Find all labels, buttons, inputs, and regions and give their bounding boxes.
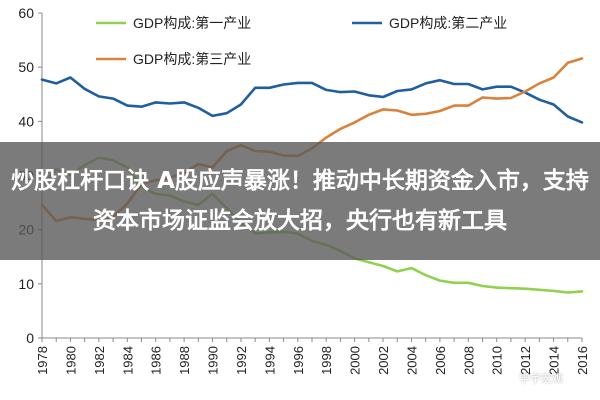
x-tick-label: 2014 bbox=[547, 346, 562, 375]
y-tick-label: 0 bbox=[26, 330, 34, 346]
x-tick-label: 1988 bbox=[177, 346, 192, 375]
x-tick-label: 1986 bbox=[149, 346, 164, 375]
x-tick-label: 2002 bbox=[376, 346, 391, 375]
x-tick-label: 1998 bbox=[319, 346, 334, 375]
x-tick-label: 1994 bbox=[262, 346, 277, 375]
x-tick-label: 2010 bbox=[490, 346, 505, 375]
x-tick-label: 1996 bbox=[291, 346, 306, 375]
y-tick-label: 40 bbox=[18, 113, 34, 129]
x-tick-label: 1978 bbox=[35, 346, 50, 375]
legend-label: GDP构成:第二产业 bbox=[389, 15, 507, 31]
headline-text[interactable]: 炒股杠杆口诀 A股应声暴涨！推动中长期资金入市，支持资本市场证监会放大招，央行也… bbox=[11, 168, 589, 234]
x-tick-label: 2008 bbox=[461, 346, 476, 375]
x-tick-label: 1980 bbox=[63, 346, 78, 375]
x-tick-label: 1990 bbox=[206, 346, 221, 375]
x-tick-label: 1992 bbox=[234, 346, 249, 375]
headline-banner[interactable]: 炒股杠杆口诀 A股应声暴涨！推动中长期资金入市，支持资本市场证监会放大招，央行也… bbox=[0, 142, 600, 260]
x-tick-label: 1984 bbox=[120, 346, 135, 375]
y-tick-label: 50 bbox=[18, 59, 34, 75]
y-tick-label: 10 bbox=[18, 276, 34, 292]
x-tick-label: 2000 bbox=[348, 346, 363, 375]
x-tick-label: 2006 bbox=[433, 346, 448, 375]
x-tick-label: 2016 bbox=[575, 346, 590, 375]
legend-label: GDP构成:第一产业 bbox=[133, 15, 251, 31]
wechat-icon bbox=[504, 373, 516, 383]
x-tick-label: 1982 bbox=[92, 346, 107, 375]
watermark: 学宇宏观 bbox=[504, 370, 563, 386]
series-line-2 bbox=[40, 76, 584, 124]
watermark-text: 学宇宏观 bbox=[519, 372, 563, 385]
x-tick-label: 2012 bbox=[518, 346, 533, 375]
chart-legend: GDP构成:第一产业 GDP构成:第二产业 GDP构成:第三产业 bbox=[96, 15, 507, 67]
y-tick-label: 60 bbox=[18, 5, 34, 21]
x-tick-label: 2004 bbox=[404, 346, 419, 375]
legend-label: GDP构成:第三产业 bbox=[133, 51, 251, 67]
